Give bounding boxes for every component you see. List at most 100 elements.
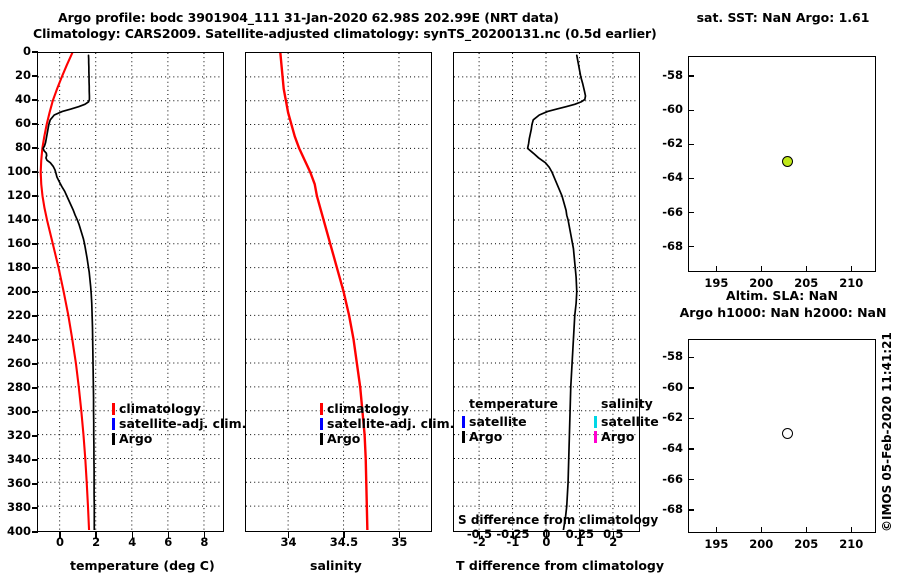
- legend-label-sal-satellite: satellite: [601, 414, 659, 429]
- depth-tick-mark: [32, 75, 38, 77]
- depth-tick-mark: [32, 171, 38, 173]
- latitude-tick-mark: [688, 448, 694, 450]
- latitude-tick-label: -58: [662, 349, 683, 364]
- legend-item-argo-sal: Argo: [320, 428, 454, 446]
- x-tick-label: -1: [506, 535, 520, 549]
- x-tick-label: 6: [164, 535, 173, 549]
- longitude-tick-mark: [760, 527, 762, 533]
- latitude-tick-mark: [688, 509, 694, 511]
- depth-tick-mark: [32, 195, 38, 197]
- x-tick-label: -2: [473, 535, 486, 549]
- depth-tick-label: 300: [6, 404, 31, 418]
- depth-tick-label: 340: [6, 452, 31, 466]
- latitude-tick-mark: [688, 177, 694, 180]
- depth-tick-mark: [32, 99, 38, 101]
- depth-tick-label: 240: [6, 332, 31, 346]
- longitude-tick-label: 210: [839, 276, 864, 290]
- legend-head-salinity: salinity: [601, 396, 653, 411]
- depth-tick-label: 280: [6, 380, 31, 394]
- depth-tick-mark: [32, 291, 38, 293]
- depth-tick-mark: [32, 435, 38, 437]
- latitude-tick-mark: [688, 246, 694, 248]
- x-tick-label: 8: [200, 535, 209, 549]
- depth-tick-mark: [32, 51, 38, 53]
- copyright-timestamp: ©IMOS 05-Feb-2020 11:41:21: [880, 332, 894, 532]
- page-title-line1: Argo profile: bodc 3901904_111 31-Jan-20…: [58, 10, 559, 25]
- legend-swatch-climatology-sal: [320, 403, 323, 415]
- longitude-tick-mark: [715, 527, 718, 533]
- x-tick-mark: [512, 532, 514, 538]
- depth-tick-mark: [32, 243, 38, 245]
- depth-tick-label: 120: [6, 188, 31, 202]
- depth-tick-mark: [32, 123, 38, 125]
- latitude-tick-mark: [688, 211, 694, 214]
- temperature-axis-title: temperature (deg C): [70, 558, 215, 573]
- difference-axis-title: T difference from climatology: [456, 558, 665, 573]
- legend-swatch-temp-argo: [462, 431, 465, 443]
- depth-tick-label: 20: [14, 68, 31, 82]
- latitude-tick-label: -68: [662, 502, 683, 517]
- x-tick-mark: [167, 532, 169, 538]
- x-tick-label: 2: [92, 535, 101, 549]
- depth-tick-label: 140: [6, 212, 31, 226]
- longitude-tick-label: 195: [704, 537, 729, 551]
- page-title-line2: Climatology: CARS2009. Satellite-adjuste…: [33, 26, 657, 41]
- legend-label-satellite-adj: satellite-adj. clim.: [119, 416, 247, 431]
- legend-label-argo: Argo: [119, 431, 153, 446]
- depth-tick-mark: [32, 507, 38, 509]
- salinity-plot: [246, 53, 430, 530]
- map-bottom-header1: Altim. SLA: NaN: [726, 288, 838, 303]
- legend-swatch-sal-satellite: [594, 416, 598, 428]
- legend-item-climatology: climatology: [112, 398, 246, 416]
- longitude-tick-label: 205: [794, 276, 819, 290]
- legend-label-temp-satellite: satellite: [469, 414, 527, 429]
- latitude-tick-mark: [688, 75, 694, 77]
- map-top-frame: [688, 56, 876, 272]
- legend-item-satellite-adj-sal: satellite-adj. clim.: [320, 413, 454, 431]
- depth-tick-label: 80: [14, 140, 31, 154]
- longitude-tick-mark: [805, 266, 807, 272]
- depth-tick-mark: [32, 267, 38, 269]
- depth-tick-mark: [32, 315, 38, 317]
- difference-salinity-axis-title: S difference from climatology: [458, 513, 659, 527]
- legend-item-argo: Argo: [112, 428, 246, 446]
- legend-swatch-sal-argo: [594, 431, 598, 443]
- longitude-tick-mark: [850, 266, 852, 272]
- depth-tick-mark: [32, 411, 38, 413]
- depth-tick-mark: [32, 483, 38, 485]
- depth-tick-label: 400: [6, 524, 31, 538]
- depth-tick-mark: [32, 219, 38, 221]
- depth-tick-mark: [32, 339, 38, 341]
- legend-swatch-argo: [112, 433, 115, 445]
- latitude-tick-label: -64: [662, 170, 683, 185]
- longitude-tick-mark: [760, 266, 762, 272]
- legend-item-sal-argo: Argo: [594, 426, 659, 444]
- x-tick-label: 35: [391, 535, 408, 549]
- depth-tick-label: 380: [6, 500, 31, 514]
- x-tick-label: 2: [609, 535, 618, 549]
- legend-item-satellite-adj: satellite-adj. clim.: [112, 413, 247, 431]
- legend-swatch-climatology: [112, 403, 115, 415]
- latitude-tick-label: -66: [662, 204, 683, 219]
- longitude-tick-label: 195: [704, 276, 729, 290]
- depth-tick-mark: [32, 531, 38, 533]
- x-tick-mark: [131, 532, 133, 538]
- latitude-tick-mark: [688, 143, 694, 146]
- difference-legend-salinity-column: salinity satellite Argo: [594, 396, 659, 444]
- x-tick-mark: [398, 532, 401, 538]
- latitude-tick-mark: [688, 356, 694, 358]
- difference-legend-temperature-column: temperature satellite Argo: [462, 396, 558, 444]
- legend-label-temp-argo: Argo: [469, 429, 503, 444]
- longitude-tick-label: 210: [839, 537, 864, 551]
- latitude-tick-label: -58: [662, 68, 683, 83]
- temperature-panel-frame: [37, 52, 224, 532]
- latitude-tick-label: -66: [662, 471, 683, 486]
- legend-label-argo-sal: Argo: [327, 431, 361, 446]
- x-tick-label: 4: [128, 535, 137, 549]
- depth-tick-label: 60: [14, 116, 31, 130]
- x-tick-mark: [612, 532, 614, 538]
- depth-tick-label: 220: [6, 308, 31, 322]
- latitude-tick-label: -60: [662, 379, 683, 394]
- x-tick-mark: [343, 532, 345, 538]
- longitude-tick-mark: [850, 527, 852, 533]
